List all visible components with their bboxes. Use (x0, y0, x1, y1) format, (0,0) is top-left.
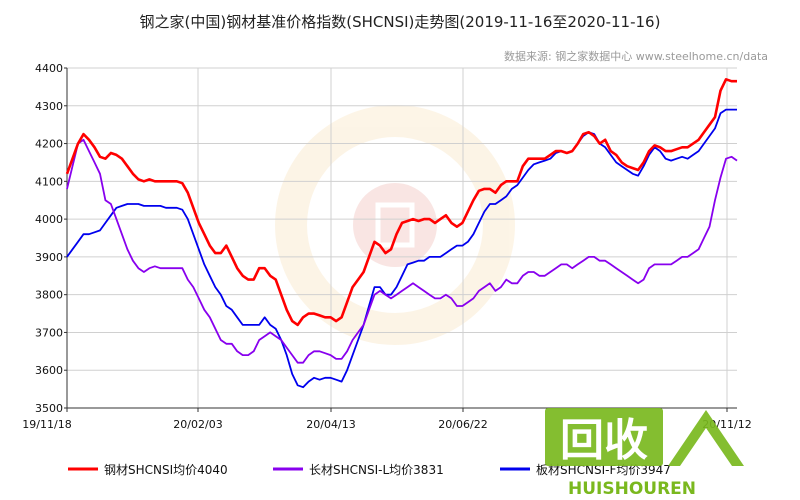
chart-title: 钢之家(中国)钢材基准价格指数(SHCNSI)走势图(2019-11-16至20… (140, 13, 661, 31)
y-tick-label: 3500 (35, 402, 63, 415)
y-tick-label: 3800 (35, 289, 63, 302)
x-tick-label: 19/11/18 (22, 418, 71, 431)
chart-source: 数据来源: 钢之家数据中心 www.steelhome.cn/data (504, 49, 768, 63)
legend: 钢材SHCNSI均价4040 长材SHCNSI-L均价3831 板材SHCNSI-F… (68, 463, 671, 477)
y-tick-label: 3600 (35, 364, 63, 377)
series-lines (65, 78, 738, 389)
x-tick-label: 20/02/03 (173, 418, 222, 431)
legend-label: 钢材SHCNSI均价4040 (104, 463, 228, 477)
series-line (66, 138, 738, 364)
y-tick-label: 3700 (35, 326, 63, 339)
y-tick-label: 4300 (35, 100, 63, 113)
center-watermark-logo (275, 105, 515, 345)
watermark-small-text: HUISHOUREN (568, 479, 696, 499)
legend-label: 长材SHCNSI-L均价3831 (309, 463, 444, 477)
y-tick-label: 3900 (35, 251, 63, 264)
y-tick-label: 4000 (35, 213, 63, 226)
y-tick-label: 4400 (35, 62, 63, 75)
legend-label: 板材SHCNSI-F均价3947 (536, 463, 671, 477)
x-tick-label: 20/06/22 (438, 418, 487, 431)
huishouren-watermark-logo: 回收 HUISHOUREN (545, 408, 744, 499)
watermark-arrow-icon (668, 410, 744, 466)
x-tick-label: 20/04/13 (306, 418, 355, 431)
watermark-big-text: 回收 (560, 415, 648, 466)
y-tick-label: 4100 (35, 175, 63, 188)
y-tick-label: 4200 (35, 138, 63, 151)
series-line (65, 78, 737, 327)
series-line (66, 108, 737, 389)
axes: 3500 3600 3700 3800 3900 4000 4100 4200 4300 4400… (22, 62, 751, 431)
